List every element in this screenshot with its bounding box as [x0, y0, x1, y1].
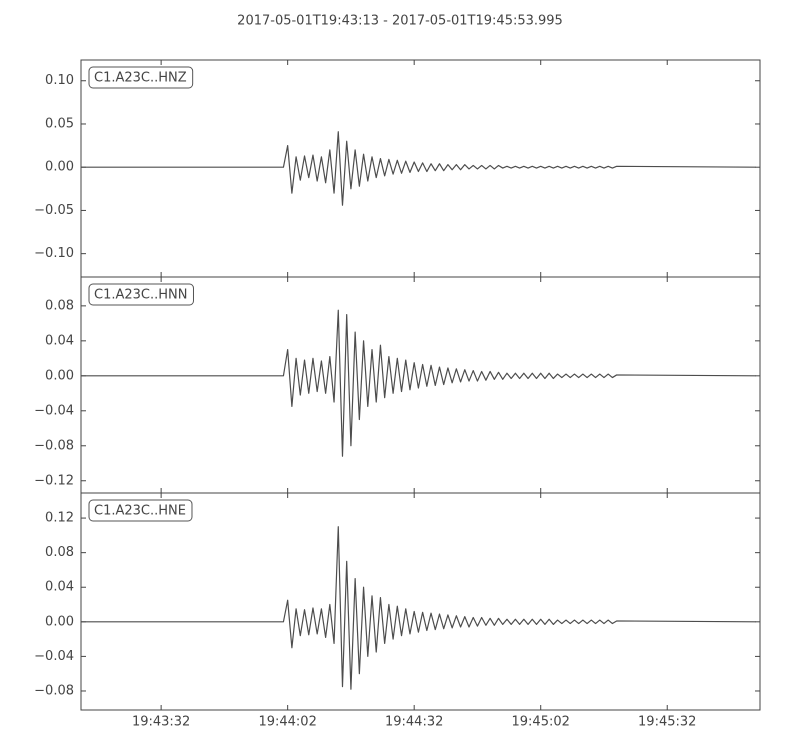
y-tick-label: 0.08 [45, 545, 74, 560]
y-tick-label: 0.04 [45, 333, 74, 348]
x-tick-label: 19:44:32 [385, 715, 443, 730]
legend-box [88, 66, 194, 89]
x-tick-label: 19:45:02 [512, 715, 570, 730]
y-tick-label: 0.00 [45, 368, 74, 383]
y-tick-label: −0.04 [34, 649, 74, 664]
y-tick-label: 0.05 [45, 116, 74, 131]
y-tick-label: 0.04 [45, 580, 74, 595]
legend-label: C1.A23C..HNN [94, 288, 187, 303]
y-tick-label: 0.00 [45, 160, 74, 175]
y-tick-label: −0.12 [34, 473, 74, 488]
legend-label: C1.A23C..HNE [94, 504, 186, 519]
waveform [81, 526, 756, 690]
y-tick-label: −0.08 [34, 438, 74, 453]
figure-title: 2017-05-01T19:43:13 - 2017-05-01T19:45:5… [237, 14, 563, 29]
y-tick-label: 0.00 [45, 614, 74, 629]
x-tick-label: 19:44:02 [258, 715, 316, 730]
y-tick-label: 0.10 [45, 73, 74, 88]
y-tick-label: 0.08 [45, 298, 74, 313]
panel-frame [80, 276, 761, 494]
legend-box [88, 283, 194, 306]
y-tick-label: 0.12 [45, 511, 74, 526]
x-tick-label: 19:45:32 [638, 715, 696, 730]
waveform [81, 131, 756, 206]
waveform [81, 309, 756, 457]
y-tick-label: −0.10 [34, 246, 74, 261]
y-tick-label: −0.08 [34, 683, 74, 698]
y-tick-label: −0.04 [34, 403, 74, 418]
legend-box [88, 499, 193, 522]
legend-label: C1.A23C..HNZ [94, 71, 187, 86]
x-tick-label: 19:43:32 [132, 715, 190, 730]
y-tick-label: −0.05 [34, 203, 74, 218]
panel-frame [80, 492, 761, 711]
